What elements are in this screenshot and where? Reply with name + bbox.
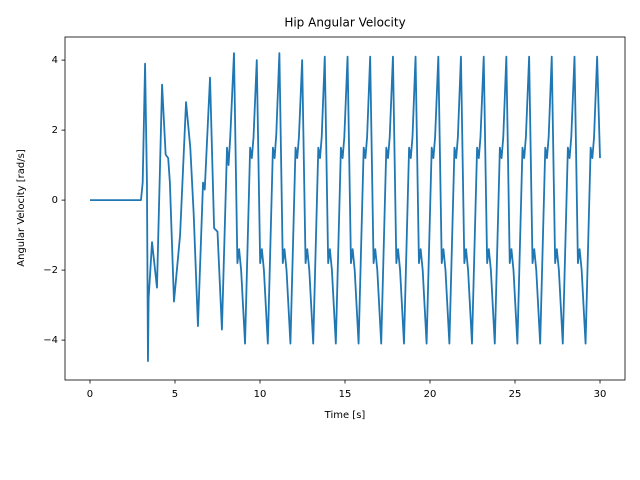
- x-tick-label: 5: [172, 389, 178, 400]
- y-tick-label: −4: [43, 335, 58, 346]
- y-tick-label: −2: [43, 265, 58, 276]
- y-tick-label: 2: [52, 125, 58, 136]
- plot-frame: [64, 36, 626, 381]
- chart-title: Hip Angular Velocity: [284, 16, 405, 30]
- data-line: [89, 52, 601, 362]
- x-tick-label: 15: [339, 389, 352, 400]
- x-tick-label: 0: [87, 389, 93, 400]
- x-tick-label: 10: [254, 389, 267, 400]
- y-axis-label: Angular Velocity [rad/s]: [16, 149, 27, 267]
- y-tick-label: 4: [52, 55, 58, 66]
- x-tick-label: 25: [509, 389, 522, 400]
- x-tick-label: 20: [424, 389, 437, 400]
- x-axis-label: Time [s]: [324, 410, 366, 421]
- x-tick-label: 30: [594, 389, 607, 400]
- y-tick-label: 0: [52, 195, 58, 206]
